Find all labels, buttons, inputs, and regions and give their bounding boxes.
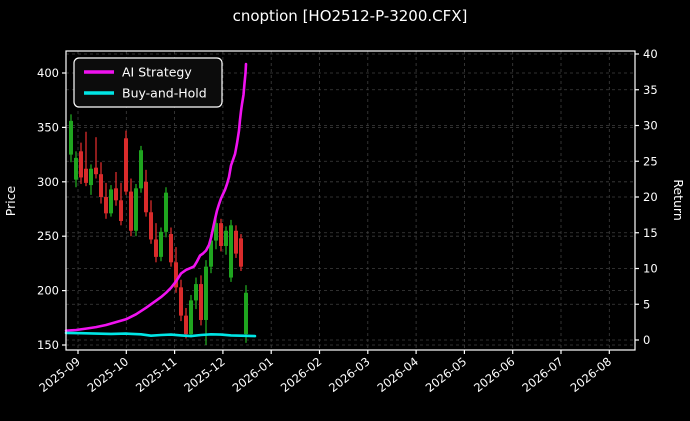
candle-body [184, 315, 188, 335]
y-left-tick-label: 200 [37, 284, 59, 298]
candle-body [129, 191, 133, 231]
right-axis-label: Return [671, 179, 686, 220]
y-right-tick-label: 30 [643, 119, 658, 133]
y-right-tick-label: 0 [643, 333, 650, 347]
y-right-tick-label: 35 [643, 83, 658, 97]
candle-body [179, 287, 183, 316]
candle-body [224, 230, 228, 246]
candle-body [124, 138, 128, 192]
candle-body [94, 167, 98, 175]
candle-body [84, 168, 88, 183]
left-axis-label: Price [3, 185, 18, 216]
candle-body [79, 151, 83, 178]
candle-body [169, 234, 173, 263]
candle-body [74, 157, 78, 180]
plot-border [65, 50, 636, 351]
candle-body [139, 150, 143, 189]
y-right-tick-label: 5 [643, 297, 650, 311]
y-right-tick-label: 40 [643, 47, 658, 61]
candle-body [174, 262, 178, 288]
y-right-tick-label: 15 [643, 226, 658, 240]
candle-body [164, 192, 168, 232]
candle-body [144, 181, 148, 213]
y-left-tick-label: 350 [37, 120, 59, 134]
candle-body [239, 238, 243, 267]
candle-body [109, 189, 113, 214]
candle-body [104, 197, 108, 214]
candle-body [234, 230, 238, 254]
y-left-tick-label: 300 [37, 175, 59, 189]
legend-label-buy-and-hold: Buy-and-Hold [122, 86, 207, 101]
candle-body [99, 174, 103, 198]
candle-body [219, 223, 223, 246]
candle-body [119, 200, 123, 221]
candle-body [204, 266, 208, 320]
legend: AI Strategy Buy-and-Hold [73, 57, 223, 108]
candle-body [214, 223, 218, 241]
y-left-tick-label: 150 [37, 338, 59, 352]
candle-body [134, 188, 138, 231]
line-series [64, 62, 257, 338]
candle-body [114, 188, 118, 201]
candle-body [244, 292, 248, 335]
candle-body [149, 212, 153, 240]
candle-body [69, 120, 73, 155]
candle-body [229, 225, 233, 278]
y-left-tick-label: 250 [37, 229, 59, 243]
buy-and-hold-line [64, 331, 257, 338]
candle-body [199, 284, 203, 320]
candle-body [154, 239, 158, 257]
candlestick-series [69, 114, 248, 345]
candle-body [189, 300, 193, 335]
candle-body [89, 168, 93, 186]
y-left-tick-label: 400 [37, 66, 59, 80]
y-right-tick-label: 20 [643, 190, 658, 204]
candle-body [194, 284, 198, 301]
chart-title: cnoption [HO2512-P-3200.CFX] [233, 7, 468, 25]
candle-body [209, 240, 213, 267]
y-right-tick-label: 25 [643, 154, 658, 168]
legend-label-ai-strategy: AI Strategy [122, 65, 192, 80]
ai-strategy-line [64, 62, 248, 333]
y-right-tick-label: 10 [643, 262, 658, 276]
candle-body [159, 231, 163, 257]
